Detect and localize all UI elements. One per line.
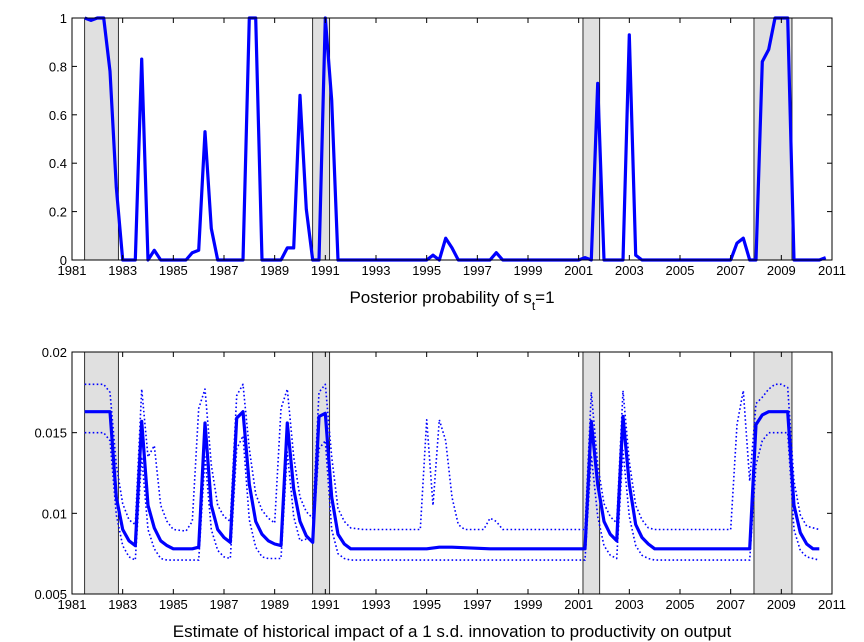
x-tick-label: 1999 [514, 597, 543, 612]
x-tick-label: 2007 [716, 597, 745, 612]
x-tick-label: 2011 [818, 597, 846, 612]
x-tick-label: 1999 [514, 263, 543, 278]
x-tick-label: 1995 [412, 263, 441, 278]
y-tick-label: 0 [60, 253, 67, 268]
caption-subscript: t [532, 299, 536, 313]
confidence-band-line [84, 383, 820, 532]
x-tick-label: 2011 [818, 263, 846, 278]
plot-frame [71, 351, 833, 595]
x-tick-label: 1987 [210, 263, 239, 278]
x-tick-label: 1983 [108, 597, 137, 612]
y-tick-label: 0.015 [34, 426, 67, 441]
x-tick-label: 2005 [666, 597, 695, 612]
series-lines [84, 383, 820, 561]
x-tick-label: 1989 [260, 597, 289, 612]
plot-frame [71, 17, 833, 261]
x-tick-label: 1997 [463, 263, 492, 278]
caption-tail: =1 [535, 288, 554, 307]
y-tick-label: 0.005 [34, 587, 67, 602]
series-lines [84, 16, 827, 262]
x-tick-label: 1993 [362, 263, 391, 278]
axis-ticks: 1981 1983 1985 1987 1989 1991 1993 1995 1997 1999… [49, 11, 846, 278]
x-tick-label: 1991 [311, 263, 340, 278]
x-tick-label: 1989 [260, 263, 289, 278]
x-tick-label: 1983 [108, 263, 137, 278]
y-tick-label: 0.01 [42, 506, 67, 521]
x-tick-label: 1985 [159, 597, 188, 612]
x-tick-label: 1995 [412, 597, 441, 612]
x-tick-label: 1985 [159, 263, 188, 278]
x-tick-label: 2009 [767, 597, 796, 612]
x-tick-label: 2007 [716, 263, 745, 278]
x-tick-label: 1997 [463, 597, 492, 612]
estimate-line [84, 410, 820, 551]
caption-main: Estimate of historical impact of a 1 s.d… [173, 622, 732, 641]
chart-caption: Estimate of historical impact of a 1 s.d… [173, 622, 732, 641]
x-tick-label: 2005 [666, 263, 695, 278]
y-tick-label: 0.8 [49, 59, 67, 74]
recession-bands [84, 351, 793, 595]
y-tick-label: 0.4 [49, 156, 67, 171]
y-tick-label: 0.6 [49, 108, 67, 123]
x-tick-label: 1987 [210, 597, 239, 612]
recession-bands [84, 17, 793, 261]
historical-impact-chart: 1981 1983 1985 1987 1989 1991 1993 1995 1997 1999… [34, 345, 846, 641]
x-tick-label: 2001 [564, 597, 593, 612]
x-tick-label: 2009 [767, 263, 796, 278]
recession-band [753, 351, 793, 595]
y-tick-label: 0.2 [49, 205, 67, 220]
x-tick-label: 1981 [58, 263, 87, 278]
estimate-line [84, 16, 827, 262]
x-tick-label: 1993 [362, 597, 391, 612]
x-tick-label: 1981 [58, 597, 87, 612]
posterior-probability-chart: 1981 1983 1985 1987 1989 1991 1993 1995 1997 1999… [49, 11, 846, 313]
x-tick-label: 2003 [615, 263, 644, 278]
y-tick-label: 0.02 [42, 345, 67, 360]
caption-main: Posterior probability of s [349, 288, 531, 307]
x-tick-label: 2003 [615, 597, 644, 612]
confidence-band-line [84, 431, 820, 561]
x-tick-label: 2001 [564, 263, 593, 278]
chart-caption: Posterior probability of st=1 [349, 288, 554, 313]
x-tick-label: 1991 [311, 597, 340, 612]
axis-ticks: 1981 1983 1985 1987 1989 1991 1993 1995 1997 1999… [34, 345, 846, 612]
y-tick-label: 1 [60, 11, 67, 26]
